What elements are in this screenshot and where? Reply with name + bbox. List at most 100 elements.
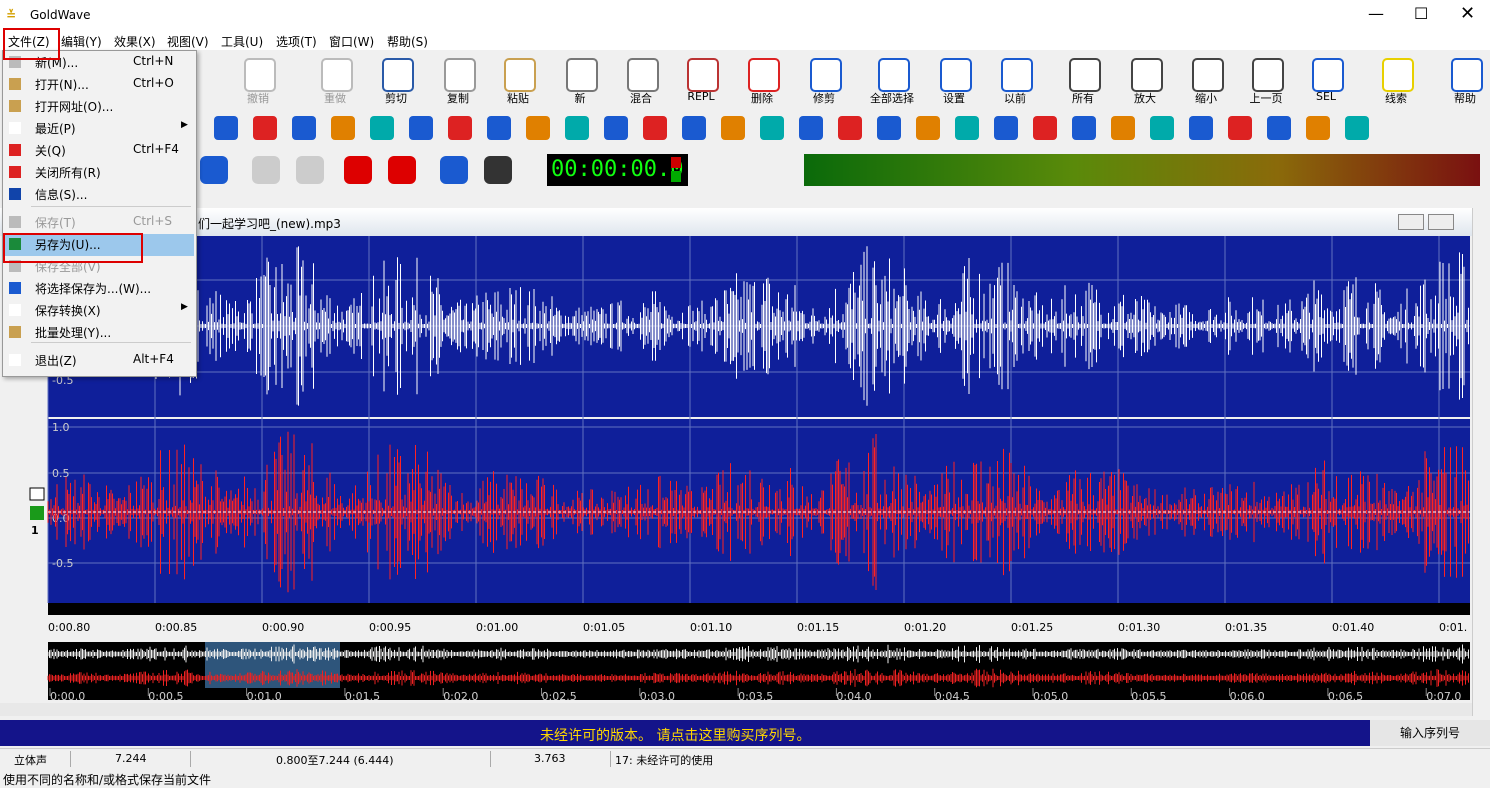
toolbar-label[interactable]: 上一页 xyxy=(1249,92,1283,105)
toolbar-icon[interactable] xyxy=(1252,58,1284,92)
menu-item-label[interactable]: 关(Q) xyxy=(35,144,66,158)
toolbar-icon[interactable] xyxy=(1382,58,1414,92)
toolbar-icon[interactable] xyxy=(1312,58,1344,92)
menu-item-label[interactable]: 最近(P) xyxy=(35,122,76,136)
vertical-scrollbar[interactable] xyxy=(1472,208,1490,716)
menu-item-label[interactable]: 打开(N)... xyxy=(35,78,89,92)
effect-icon[interactable] xyxy=(1306,116,1330,140)
toolbar-icon[interactable] xyxy=(810,58,842,92)
effect-icon[interactable] xyxy=(994,116,1018,140)
doc-minimize[interactable] xyxy=(1398,214,1424,230)
toolbar-label[interactable]: 粘贴 xyxy=(507,92,529,105)
toolbar-label[interactable]: 线索 xyxy=(1385,92,1407,105)
minimize-button[interactable]: — xyxy=(1368,4,1384,23)
menu-item-label[interactable]: 信息(S)... xyxy=(35,188,88,202)
effect-icon[interactable] xyxy=(1033,116,1057,140)
effect-icon[interactable] xyxy=(370,116,394,140)
transport-button[interactable] xyxy=(388,156,416,184)
toolbar-label[interactable]: 删除 xyxy=(751,92,773,105)
menu-item-label[interactable]: 另存为(U)... xyxy=(35,238,101,252)
toolbar-label[interactable]: 复制 xyxy=(447,92,469,105)
effect-icon[interactable] xyxy=(214,116,238,140)
effect-icon[interactable] xyxy=(1228,116,1252,140)
effect-icon[interactable] xyxy=(1072,116,1096,140)
effect-icon[interactable] xyxy=(877,116,901,140)
menu-item[interactable]: 窗口(W) xyxy=(329,35,375,49)
toolbar-label[interactable]: 剪切 xyxy=(385,92,407,105)
banner-message[interactable]: 未经许可的版本。 请点击这里购买序列号。 xyxy=(540,728,811,744)
menu-item[interactable]: 视图(V) xyxy=(167,35,209,49)
effect-icon[interactable] xyxy=(799,116,823,140)
toolbar-icon[interactable] xyxy=(1131,58,1163,92)
menu-item-label[interactable]: 打开网址(O)... xyxy=(35,100,114,114)
toolbar-icon[interactable] xyxy=(244,58,276,92)
toolbar-label[interactable]: 帮助 xyxy=(1454,92,1476,105)
toolbar-label[interactable]: 所有 xyxy=(1072,92,1094,105)
toolbar-label[interactable]: 撤销 xyxy=(247,92,269,105)
toolbar-icon[interactable] xyxy=(444,58,476,92)
license-banner[interactable]: 未经许可的版本。 请点击这里购买序列号。 xyxy=(0,720,1370,746)
effect-icon[interactable] xyxy=(682,116,706,140)
effect-icon[interactable] xyxy=(604,116,628,140)
toolbar-icon[interactable] xyxy=(748,58,780,92)
toolbar-label[interactable]: 新 xyxy=(574,92,586,105)
menu-item-label[interactable]: 关闭所有(R) xyxy=(35,166,101,180)
effect-icon[interactable] xyxy=(1267,116,1291,140)
effect-icon[interactable] xyxy=(1345,116,1369,140)
toolbar-icon[interactable] xyxy=(687,58,719,92)
toolbar-icon[interactable] xyxy=(1001,58,1033,92)
menu-item[interactable]: 工具(U) xyxy=(221,35,264,49)
effect-icon[interactable] xyxy=(643,116,667,140)
menu-item-label[interactable]: 批量处理(Y)... xyxy=(35,326,112,340)
toolbar-label[interactable]: 全部选择 xyxy=(870,92,914,105)
toolbar-icon[interactable] xyxy=(627,58,659,92)
effect-icon[interactable] xyxy=(292,116,316,140)
effect-icon[interactable] xyxy=(409,116,433,140)
toolbar-label[interactable]: SEL xyxy=(1315,90,1337,103)
toolbar-label[interactable]: 设置 xyxy=(943,92,965,105)
menu-item[interactable]: 编辑(Y) xyxy=(61,35,102,49)
effect-icon[interactable] xyxy=(1150,116,1174,140)
toolbar-icon[interactable] xyxy=(504,58,536,92)
effect-icon[interactable] xyxy=(253,116,277,140)
doc-restore[interactable] xyxy=(1428,214,1454,230)
effect-icon[interactable] xyxy=(331,116,355,140)
toolbar-icon[interactable] xyxy=(1069,58,1101,92)
transport-button[interactable] xyxy=(440,156,468,184)
effect-icon[interactable] xyxy=(1189,116,1213,140)
effect-icon[interactable] xyxy=(760,116,784,140)
menu-item-label[interactable]: 退出(Z) xyxy=(35,354,77,368)
transport-button[interactable] xyxy=(296,156,324,184)
maximize-button[interactable]: ☐ xyxy=(1414,4,1429,23)
menu-item[interactable]: 效果(X) xyxy=(114,35,156,49)
effect-icon[interactable] xyxy=(838,116,862,140)
effect-icon[interactable] xyxy=(565,116,589,140)
close-button[interactable]: ✕ xyxy=(1460,3,1476,24)
effect-icon[interactable] xyxy=(916,116,940,140)
toolbar-icon[interactable] xyxy=(1451,58,1483,92)
toolbar-label[interactable]: 混合 xyxy=(630,92,652,105)
menu-item[interactable]: 帮助(S) xyxy=(387,35,428,49)
effect-icon[interactable] xyxy=(1111,116,1135,140)
toolbar-icon[interactable] xyxy=(566,58,598,92)
transport-button[interactable] xyxy=(200,156,228,184)
menu-item-label[interactable]: 将选择保存为...(W)... xyxy=(35,282,152,296)
toolbar-icon[interactable] xyxy=(940,58,972,92)
effect-icon[interactable] xyxy=(526,116,550,140)
effect-icon[interactable] xyxy=(448,116,472,140)
toolbar-label[interactable]: 重做 xyxy=(324,92,346,105)
toolbar-label[interactable]: 以前 xyxy=(1004,92,1026,105)
effect-icon[interactable] xyxy=(721,116,745,140)
toolbar-label[interactable]: 修剪 xyxy=(813,92,835,105)
serial-button[interactable]: 输入序列号 xyxy=(1370,720,1490,746)
menu-item-label[interactable]: 保存(T) xyxy=(35,216,76,230)
transport-button[interactable] xyxy=(344,156,372,184)
toolbar-icon[interactable] xyxy=(321,58,353,92)
toolbar-label[interactable]: 缩小 xyxy=(1195,92,1217,105)
menu-item-label[interactable]: 保存转换(X) xyxy=(35,304,101,318)
toolbar-label[interactable]: 放大 xyxy=(1134,92,1156,105)
menu-item[interactable]: 选项(T) xyxy=(276,35,317,49)
toolbar-icon[interactable] xyxy=(1192,58,1224,92)
menu-item-label[interactable]: 保存全部(V) xyxy=(35,260,101,274)
transport-button[interactable] xyxy=(252,156,280,184)
